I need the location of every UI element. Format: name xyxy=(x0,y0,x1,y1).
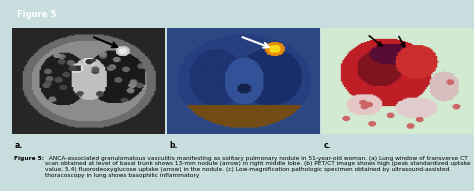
Text: a.: a. xyxy=(14,141,22,150)
Text: Figure 5: Figure 5 xyxy=(18,11,57,19)
Text: b.: b. xyxy=(169,141,177,150)
Text: Figure 5:: Figure 5: xyxy=(14,156,45,161)
Text: ANCA-associated granulomatous vasculitis manifesting as solitary pulmonary nodul: ANCA-associated granulomatous vasculitis… xyxy=(45,156,471,178)
Text: c.: c. xyxy=(324,141,331,150)
